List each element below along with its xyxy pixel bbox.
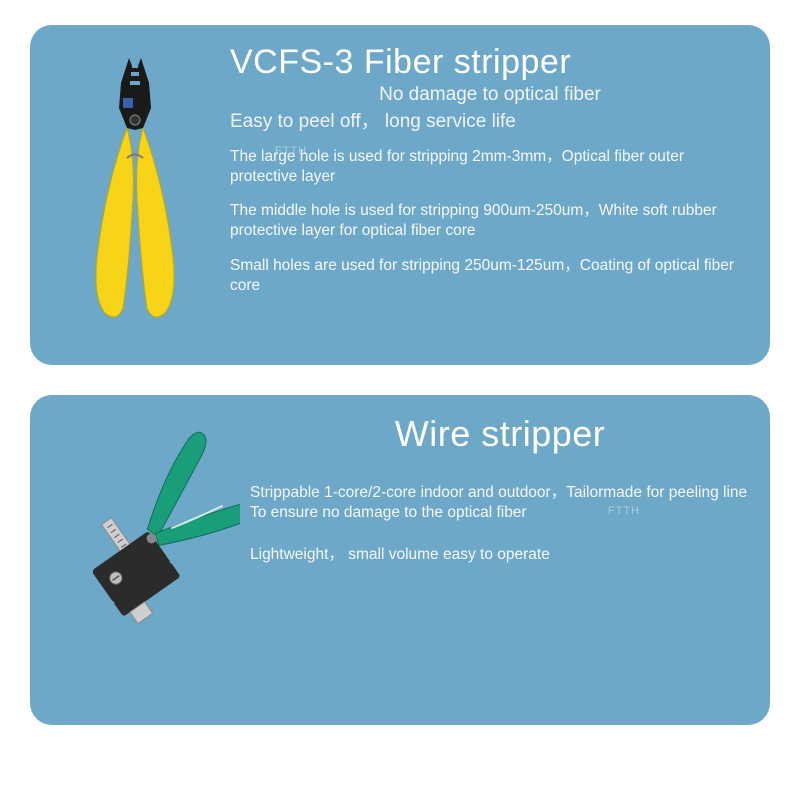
wire-stripper-illustration — [50, 413, 240, 673]
card1-desc2: The middle hole is used for stripping 90… — [230, 201, 750, 241]
card1-desc1: The large hole is used for stripping 2mm… — [230, 147, 750, 187]
card2-desc2: Lightweight， small volume easy to operat… — [250, 545, 750, 565]
card1-subtitle1: No damage to optical fiber — [230, 84, 750, 106]
card1-subtitle2: Easy to peel off， long service life — [230, 106, 750, 133]
fiber-stripper-text: VCFS-3 Fiber stripper No damage to optic… — [230, 43, 750, 310]
product-card-wire-stripper: Wire stripper Strippable 1-core/2-core i… — [30, 395, 770, 725]
product-card-fiber-stripper: VCFS-3 Fiber stripper No damage to optic… — [30, 25, 770, 365]
card1-desc3: Small holes are used for stripping 250um… — [230, 256, 750, 296]
wire-stripper-text: Wire stripper Strippable 1-core/2-core i… — [250, 413, 750, 587]
card2-title: Wire stripper — [250, 413, 750, 455]
fiber-stripper-illustration — [50, 43, 220, 333]
card2-desc1: Strippable 1-core/2-core indoor and outd… — [250, 483, 750, 523]
card1-title: VCFS-3 Fiber stripper — [230, 43, 750, 82]
